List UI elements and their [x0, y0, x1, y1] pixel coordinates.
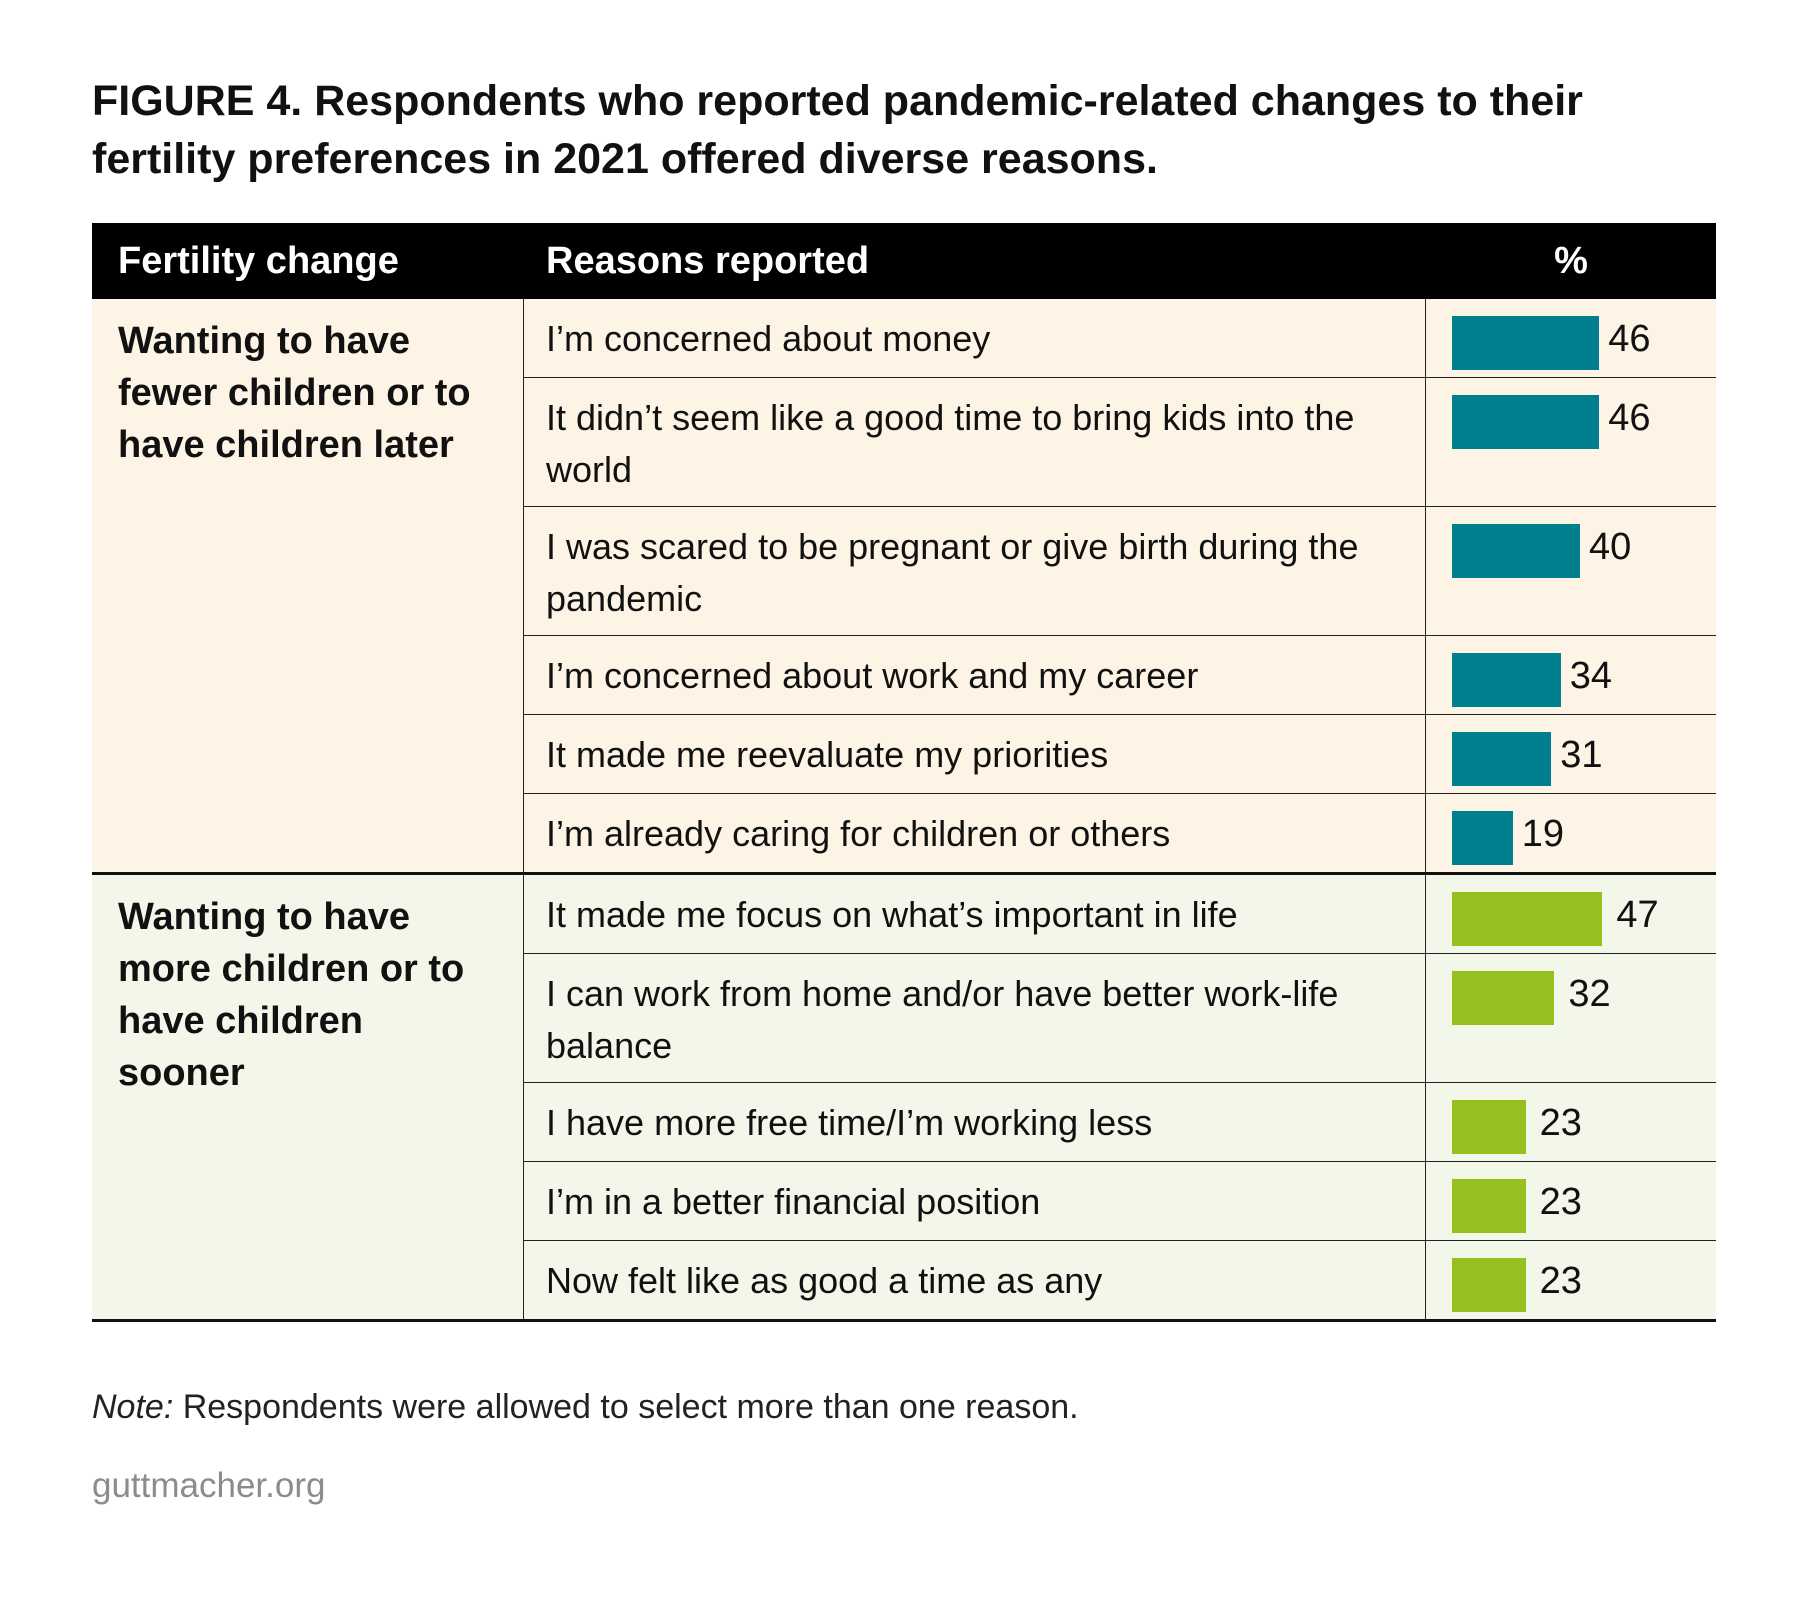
bar	[1452, 1258, 1526, 1312]
reason-label: It made me reevaluate my priorities	[524, 715, 1426, 793]
bar	[1452, 316, 1600, 370]
bar	[1452, 653, 1561, 707]
table-bottom-rule	[92, 1319, 1716, 1322]
reason-label: I’m in a better financial position	[524, 1162, 1426, 1240]
bar	[1452, 971, 1555, 1025]
table-row: I was scared to be pregnant or give birt…	[524, 507, 1716, 636]
table-row: I’m in a better financial position 23	[524, 1162, 1716, 1241]
source-credit: guttmacher.org	[92, 1466, 326, 1505]
reason-label: It made me focus on what’s important in …	[524, 875, 1426, 953]
bar	[1452, 1100, 1526, 1154]
value-label: 40	[1589, 526, 1632, 568]
header-reasons-reported: Reasons reported	[546, 239, 870, 282]
reason-label: I’m concerned about money	[524, 299, 1426, 377]
table-row: It didn’t seem like a good time to bring…	[524, 378, 1716, 507]
reason-label: I can work from home and/or have better …	[524, 954, 1426, 1082]
table-row: I can work from home and/or have better …	[524, 954, 1716, 1083]
table-row: It made me reevaluate my priorities 31	[524, 715, 1716, 794]
value-label: 23	[1539, 1260, 1582, 1302]
bar	[1452, 395, 1600, 449]
table-row: I have more free time/I’m working less 2…	[524, 1083, 1716, 1162]
bar	[1452, 811, 1513, 865]
group-label: Wanting to have more children or to have…	[92, 875, 524, 1319]
reason-label: I’m concerned about work and my career	[524, 636, 1426, 714]
table-row: It made me focus on what’s important in …	[524, 875, 1716, 954]
header-fertility-change: Fertility change	[118, 239, 399, 282]
group-more-children: Wanting to have more children or to have…	[92, 872, 1716, 1319]
value-label: 32	[1568, 973, 1611, 1015]
reason-label: Now felt like as good a time as any	[524, 1241, 1426, 1319]
bar	[1452, 1179, 1526, 1233]
table-header: Fertility change Reasons reported %	[92, 223, 1716, 299]
reason-label: I’m already caring for children or other…	[524, 794, 1426, 872]
note-text: Respondents were allowed to select more …	[173, 1388, 1079, 1426]
value-label: 46	[1608, 397, 1651, 439]
bar	[1452, 892, 1603, 946]
reason-label: I was scared to be pregnant or give birt…	[524, 507, 1426, 635]
bar	[1452, 524, 1580, 578]
group-label: Wanting to have fewer children or to hav…	[92, 299, 524, 872]
table-row: I’m concerned about money 46	[524, 299, 1716, 378]
header-percent: %	[1554, 239, 1588, 282]
note-label: Note:	[92, 1388, 174, 1426]
table-row: Now felt like as good a time as any 23	[524, 1241, 1716, 1319]
reason-label: I have more free time/I’m working less	[524, 1083, 1426, 1161]
footnote: Note: Respondents were allowed to select…	[92, 1388, 1079, 1427]
value-label: 47	[1616, 894, 1659, 936]
value-label: 46	[1608, 318, 1651, 360]
figure-title: FIGURE 4. Respondents who reported pande…	[92, 77, 1583, 183]
table-row: I’m already caring for children or other…	[524, 794, 1716, 872]
bar	[1452, 732, 1552, 786]
reason-label: It didn’t seem like a good time to bring…	[524, 378, 1426, 506]
value-label: 23	[1539, 1102, 1582, 1144]
group-fewer-children: Wanting to have fewer children or to hav…	[92, 299, 1716, 872]
value-label: 34	[1569, 655, 1613, 697]
value-label: 19	[1521, 813, 1565, 855]
reasons-table: Fertility change Reasons reported % Want…	[92, 223, 1716, 1322]
table-row: I’m concerned about work and my career 3…	[524, 636, 1716, 715]
value-label: 23	[1539, 1181, 1582, 1223]
value-label: 31	[1560, 734, 1603, 776]
